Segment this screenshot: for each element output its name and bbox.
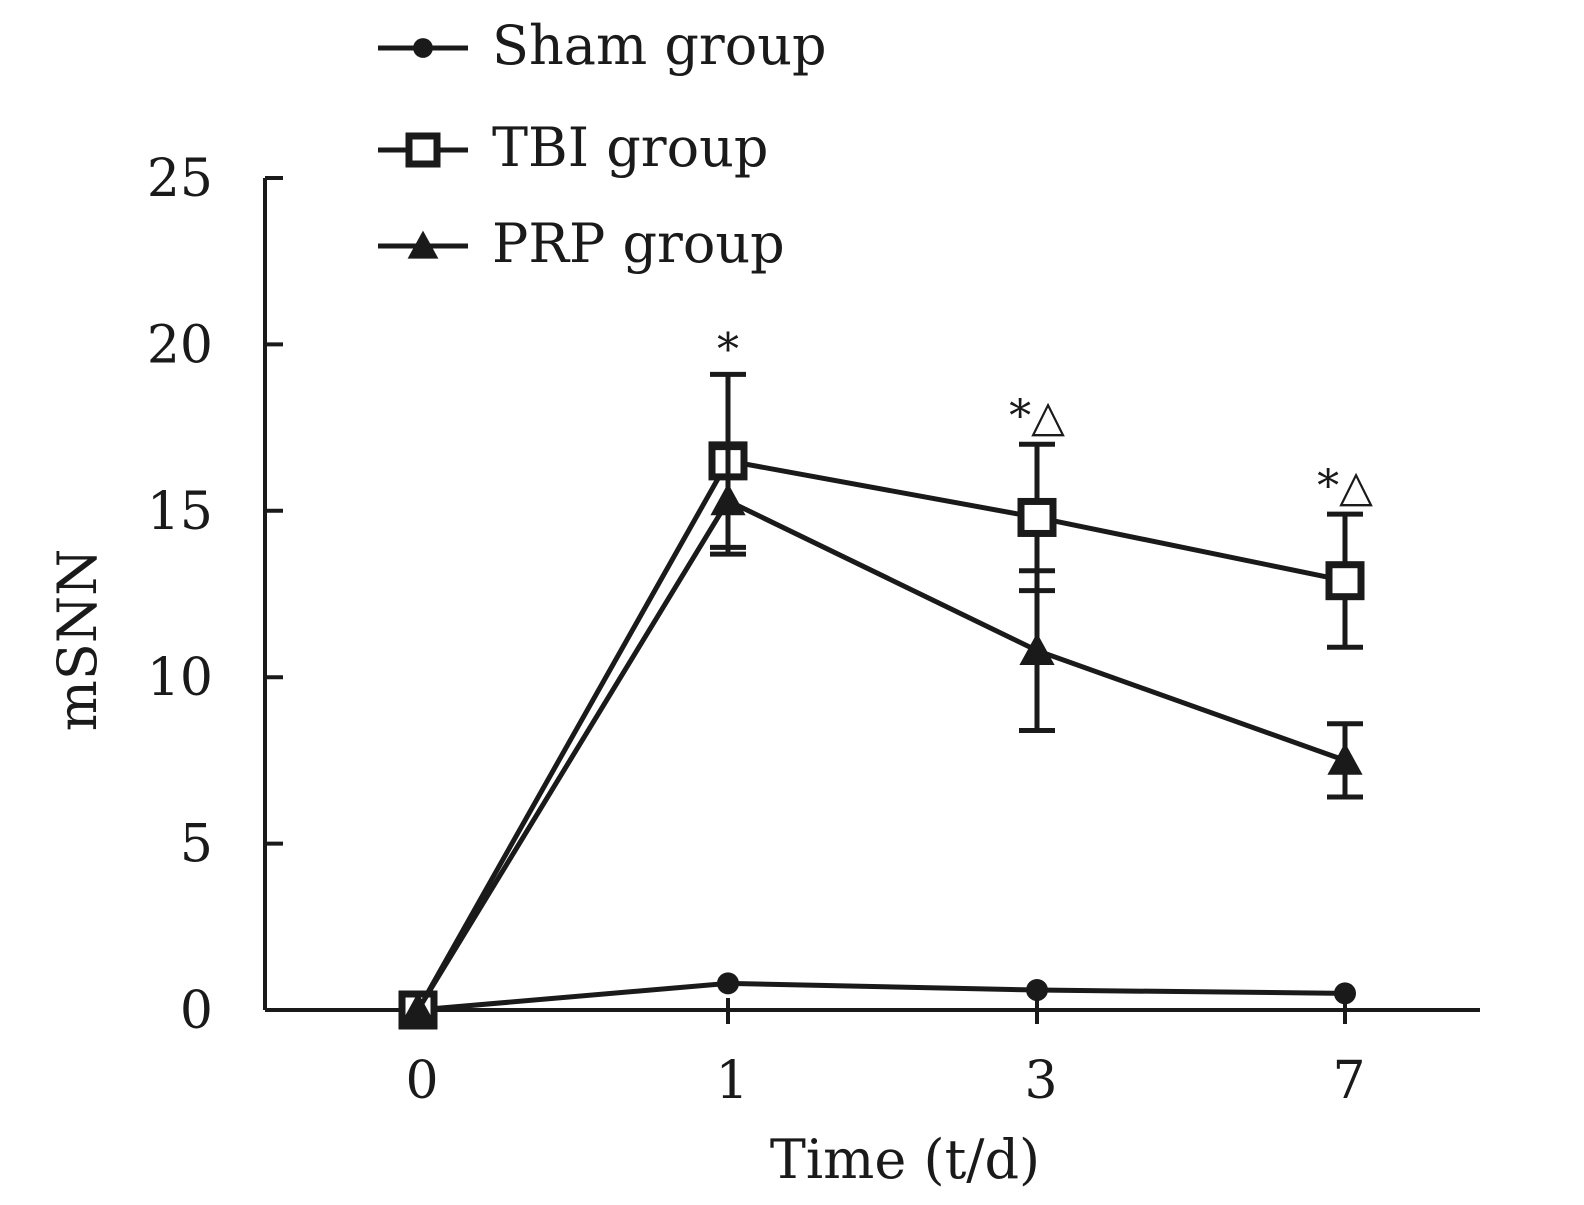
x-axis-label: Time (t/d) [770,1128,1040,1191]
legend-marker [407,230,439,259]
y-ticks: 0 5 10 15 20 25 [147,149,283,1041]
series-square [398,371,1365,1030]
data-point [717,972,739,995]
series-circle [407,972,1356,1021]
y-axis-label: mSNN [46,549,109,732]
series-line [415,497,1346,1012]
legend-label: PRP group [492,212,785,275]
series-line [417,980,1346,1013]
legend-item: Sham group [378,14,827,77]
axes [263,178,1480,1012]
significance-annotation: * [717,324,739,375]
annotations: * *△ *△ [717,324,1373,511]
legend-label: TBI group [492,116,768,179]
legend-item: PRP group [378,212,785,275]
data-point [1017,497,1057,537]
x-ticks: 0 1 3 7 [405,998,1366,1111]
data-point [1327,742,1363,775]
series-group [398,371,1365,1030]
y-tick-label: 15 [147,482,213,542]
x-tick-label: 1 [715,1051,748,1111]
legend-item: TBI group [378,116,768,179]
data-point [1026,979,1048,1002]
data-point [400,992,436,1025]
data-point [1325,561,1365,601]
data-point [1334,982,1356,1005]
legend: Sham group TBI group PRP group [378,14,827,275]
legend-marker [413,38,433,58]
series-triangle [400,445,1363,1025]
y-tick-label: 5 [180,815,213,875]
x-tick-label: 0 [405,1051,438,1111]
significance-annotation: *△ [1009,391,1065,442]
x-tick-label: 3 [1024,1051,1057,1111]
series-line [415,458,1346,1012]
y-tick-label: 0 [180,981,213,1041]
legend-marker [405,132,441,168]
data-point [710,483,746,516]
data-point [1019,632,1055,665]
y-tick-label: 20 [147,315,213,375]
legend-label: Sham group [492,14,827,77]
significance-annotation: *△ [1317,461,1373,512]
y-tick-label: 25 [147,149,213,209]
y-tick-label: 10 [147,648,213,708]
x-tick-label: 7 [1332,1051,1365,1111]
